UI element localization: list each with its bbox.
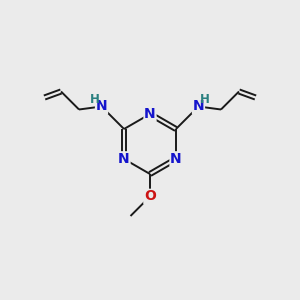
Text: O: O: [144, 190, 156, 203]
Text: N: N: [118, 152, 130, 166]
Text: N: N: [193, 100, 204, 113]
Text: H: H: [200, 93, 210, 106]
Text: N: N: [96, 100, 107, 113]
Text: H: H: [90, 93, 100, 106]
Text: N: N: [170, 152, 182, 166]
Text: N: N: [144, 107, 156, 121]
